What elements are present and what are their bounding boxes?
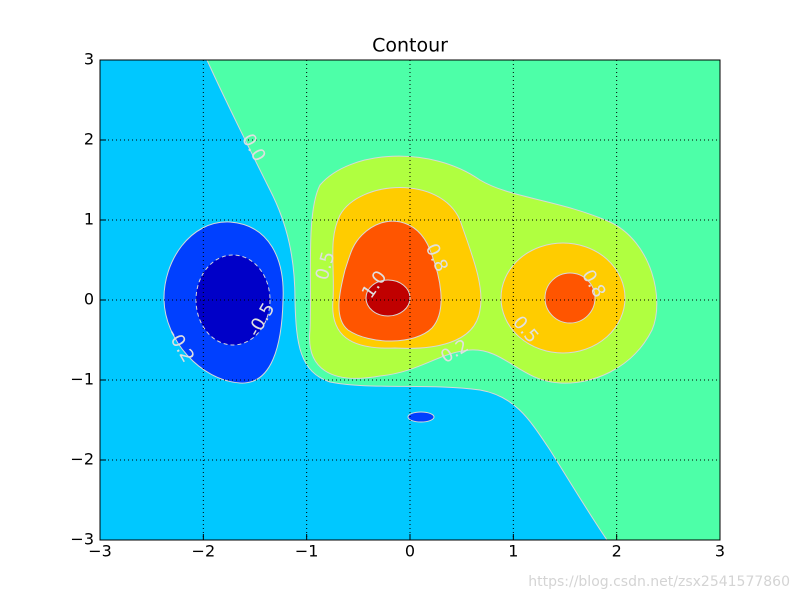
x-tick-label: −3 [88,542,112,561]
watermark: https://blog.csdn.net/zsx2541577860 [528,574,790,590]
y-tick-label: −2 [70,450,94,469]
contour-band [365,279,411,317]
y-tick-label: 3 [84,50,94,69]
x-tick-label: 1 [508,542,518,561]
x-tick-label: 3 [715,542,725,561]
y-tick-label: −3 [70,530,94,549]
y-tick-label: −1 [70,370,94,389]
chart-title: Contour [372,35,448,57]
y-tick-label: 0 [84,290,94,309]
x-tick-label: −1 [295,542,319,561]
contour-band [407,411,435,423]
y-tick-label: 2 [84,130,94,149]
x-tick-label: 2 [612,542,622,561]
x-tick-label: −2 [192,542,216,561]
y-tick-label: 1 [84,210,94,229]
x-tick-label: 0 [405,542,415,561]
contour-band [544,272,596,324]
